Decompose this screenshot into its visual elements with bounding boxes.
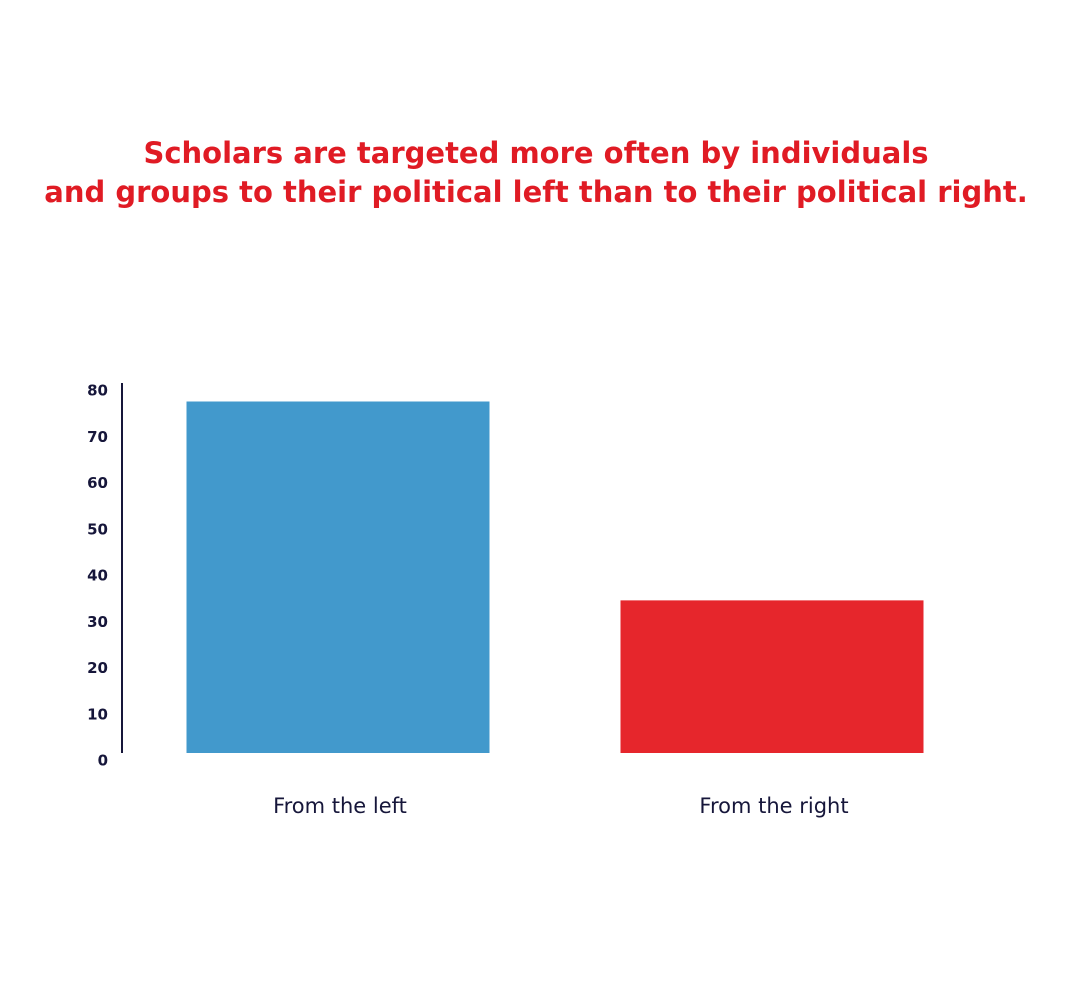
y-tick-label: 0: [98, 752, 108, 770]
y-tick-label: 60: [87, 474, 108, 492]
chart-title: and groups to their political left than …: [44, 175, 1027, 209]
chart-title: Scholars are targeted more often by indi…: [143, 136, 928, 170]
y-tick-label: 10: [87, 705, 108, 723]
y-tick-label: 70: [87, 428, 108, 446]
y-tick-label: 80: [87, 382, 108, 400]
x-tick-label: From the right: [699, 794, 848, 818]
bar: [620, 600, 924, 753]
y-tick-label: 30: [87, 613, 108, 631]
y-tick-label: 20: [87, 659, 108, 677]
bar: [186, 401, 490, 753]
y-tick-label: 40: [87, 567, 108, 585]
y-tick-label: 50: [87, 520, 108, 538]
x-tick-label: From the left: [273, 794, 407, 818]
